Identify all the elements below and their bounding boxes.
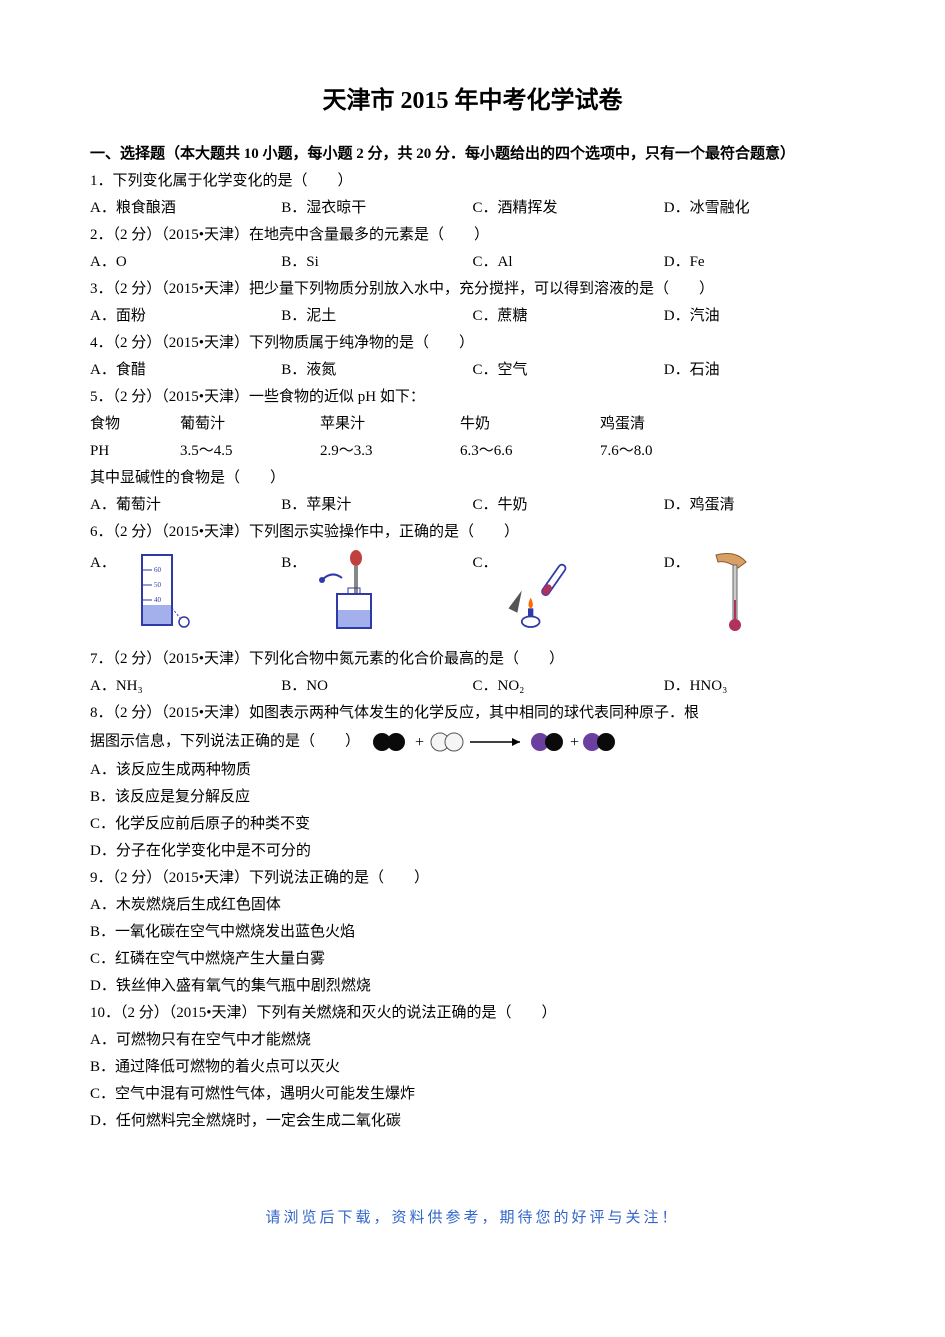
q5-opt-a: A．葡萄汁 — [90, 492, 281, 519]
q8-opt-c: C．化学反应前后原子的种类不变 — [90, 811, 855, 838]
q7-opt-d: D．HNO₃ — [664, 673, 855, 700]
q2-opt-a: A．O — [90, 249, 281, 276]
q6-label-d: D． — [664, 550, 690, 577]
q1-options: A．粮食酿酒 B．湿衣晾干 C．酒精挥发 D．冰雪融化 — [90, 195, 855, 222]
q7-opt-c: C．NO₂ — [473, 673, 664, 700]
q10-opt-d: D．任何燃料完全燃烧时，一定会生成二氧化碳 — [90, 1108, 855, 1135]
q6-fig-a: A． 60 50 40 — [90, 550, 281, 640]
q6-stem: 6．（2 分）（2015•天津）下列图示实验操作中，正确的是（ ） — [90, 519, 855, 546]
svg-text:40: 40 — [154, 596, 162, 604]
q2-stem: 2．（2 分）（2015•天津）在地壳中含量最多的元素是（ ） — [90, 222, 855, 249]
svg-text:60: 60 — [154, 566, 162, 574]
q5-header-row: 食物 葡萄汁 苹果汁 牛奶 鸡蛋清 — [90, 411, 855, 438]
q6-fig-d: D． — [664, 550, 855, 640]
q6-label-a: A． — [90, 550, 116, 577]
q9-opt-a: A．木炭燃烧后生成红色固体 — [90, 892, 855, 919]
q3-opt-c: C．蔗糖 — [473, 303, 664, 330]
q5-opt-c: C．牛奶 — [473, 492, 664, 519]
svg-text:+: + — [415, 734, 424, 751]
q5-h2: 苹果汁 — [320, 411, 460, 438]
q4-opt-c: C．空气 — [473, 357, 664, 384]
q7-opt-a: A．NH₃ — [90, 673, 281, 700]
q3-options: A．面粉 B．泥土 C．蔗糖 D．汽油 — [90, 303, 855, 330]
q1-stem: 1．下列变化属于化学变化的是（ ） — [90, 168, 855, 195]
q9-opt-c: C．红磷在空气中燃烧产生大量白雾 — [90, 946, 855, 973]
q5-opt-b: B．苹果汁 — [281, 492, 472, 519]
q8-stem2-row: 据图示信息，下列说法正确的是（ ） + + — [90, 727, 855, 757]
q8-opt-a: A．该反应生成两种物质 — [90, 757, 855, 784]
q7-opt-b: B．NO — [281, 673, 472, 700]
q6-label-c: C． — [473, 550, 498, 577]
q6-label-b: B． — [281, 550, 306, 577]
q1-opt-d: D．冰雪融化 — [664, 195, 855, 222]
q4-opt-b: B．液氮 — [281, 357, 472, 384]
q1-opt-b: B．湿衣晾干 — [281, 195, 472, 222]
dropper-bottle-icon — [312, 550, 392, 640]
page-title: 天津市 2015 年中考化学试卷 — [90, 80, 855, 123]
q5-h1: 葡萄汁 — [180, 411, 320, 438]
q5-h4: 鸡蛋清 — [600, 411, 740, 438]
q10-opt-a: A．可燃物只有在空气中才能燃烧 — [90, 1027, 855, 1054]
q5-p4: 7.6～8.0 — [600, 438, 740, 465]
q3-opt-d: D．汽油 — [664, 303, 855, 330]
q8-opt-d: D．分子在化学变化中是不可分的 — [90, 838, 855, 865]
q10-opt-b: B．通过降低可燃物的着火点可以灭火 — [90, 1054, 855, 1081]
q9-opt-d: D．铁丝伸入盛有氧气的集气瓶中剧烈燃烧 — [90, 973, 855, 1000]
q5-p1: 3.5～4.5 — [180, 438, 320, 465]
q5-options: A．葡萄汁 B．苹果汁 C．牛奶 D．鸡蛋清 — [90, 492, 855, 519]
q9-opt-b: B．一氧化碳在空气中燃烧发出蓝色火焰 — [90, 919, 855, 946]
q4-stem: 4．（2 分）（2015•天津）下列物质属于纯净物的是（ ） — [90, 330, 855, 357]
q10-stem: 10．（2 分）（2015•天津）下列有关燃烧和灭火的说法正确的是（ ） — [90, 1000, 855, 1027]
q1-opt-c: C．酒精挥发 — [473, 195, 664, 222]
q5-p2: 2.9～3.3 — [320, 438, 460, 465]
q3-opt-b: B．泥土 — [281, 303, 472, 330]
q7-options: A．NH₃ B．NO C．NO₂ D．HNO₃ — [90, 673, 855, 700]
q2-options: A．O B．Si C．Al D．Fe — [90, 249, 855, 276]
svg-text:50: 50 — [154, 581, 162, 589]
q7-stem: 7．（2 分）（2015•天津）下列化合物中氮元素的化合价最高的是（ ） — [90, 646, 855, 673]
q4-opt-d: D．石油 — [664, 357, 855, 384]
q8-stem2: 据图示信息，下列说法正确的是（ ） — [90, 734, 360, 750]
q6-fig-b: B． — [281, 550, 472, 640]
heating-testtube-icon — [504, 550, 584, 640]
page-footer: 请浏览后下载，资料供参考，期待您的好评与关注！ — [90, 1205, 855, 1232]
q3-stem: 3．（2 分）（2015•天津）把少量下列物质分别放入水中，充分搅拌，可以得到溶… — [90, 276, 855, 303]
thermometer-hand-icon — [696, 550, 776, 640]
q5-opt-d: D．鸡蛋清 — [664, 492, 855, 519]
section-heading: 一、选择题（本大题共 10 小题，每小题 2 分，共 20 分．每小题给出的四个… — [90, 141, 855, 168]
q6-fig-c: C． — [473, 550, 664, 640]
q9-stem: 9．（2 分）（2015•天津）下列说法正确的是（ ） — [90, 865, 855, 892]
q5-ask: 其中显碱性的食物是（ ） — [90, 465, 855, 492]
q8-stem1: 8．（2 分）（2015•天津）如图表示两种气体发生的化学反应，其中相同的球代表… — [90, 700, 855, 727]
q5-stem: 5．（2 分）（2015•天津）一些食物的近似 pH 如下： — [90, 384, 855, 411]
svg-text:+: + — [570, 734, 579, 751]
q5-ph-row: PH 3.5～4.5 2.9～3.3 6.3～6.6 7.6～8.0 — [90, 438, 855, 465]
q10-opt-c: C．空气中混有可燃性气体，遇明火可能发生爆炸 — [90, 1081, 855, 1108]
q5-h0: 食物 — [90, 411, 180, 438]
q4-options: A．食醋 B．液氮 C．空气 D．石油 — [90, 357, 855, 384]
q2-opt-c: C．Al — [473, 249, 664, 276]
q4-opt-a: A．食醋 — [90, 357, 281, 384]
q6-figures: A． 60 50 40 B． C． — [90, 550, 855, 640]
q5-p3: 6.3～6.6 — [460, 438, 600, 465]
beaker-reading-icon: 60 50 40 — [122, 550, 202, 640]
q3-opt-a: A．面粉 — [90, 303, 281, 330]
reaction-diagram-icon: + + — [370, 727, 630, 757]
q5-p0: PH — [90, 438, 180, 465]
q8-opt-b: B．该反应是复分解反应 — [90, 784, 855, 811]
q1-opt-a: A．粮食酿酒 — [90, 195, 281, 222]
q2-opt-b: B．Si — [281, 249, 472, 276]
q5-h3: 牛奶 — [460, 411, 600, 438]
q2-opt-d: D．Fe — [664, 249, 855, 276]
